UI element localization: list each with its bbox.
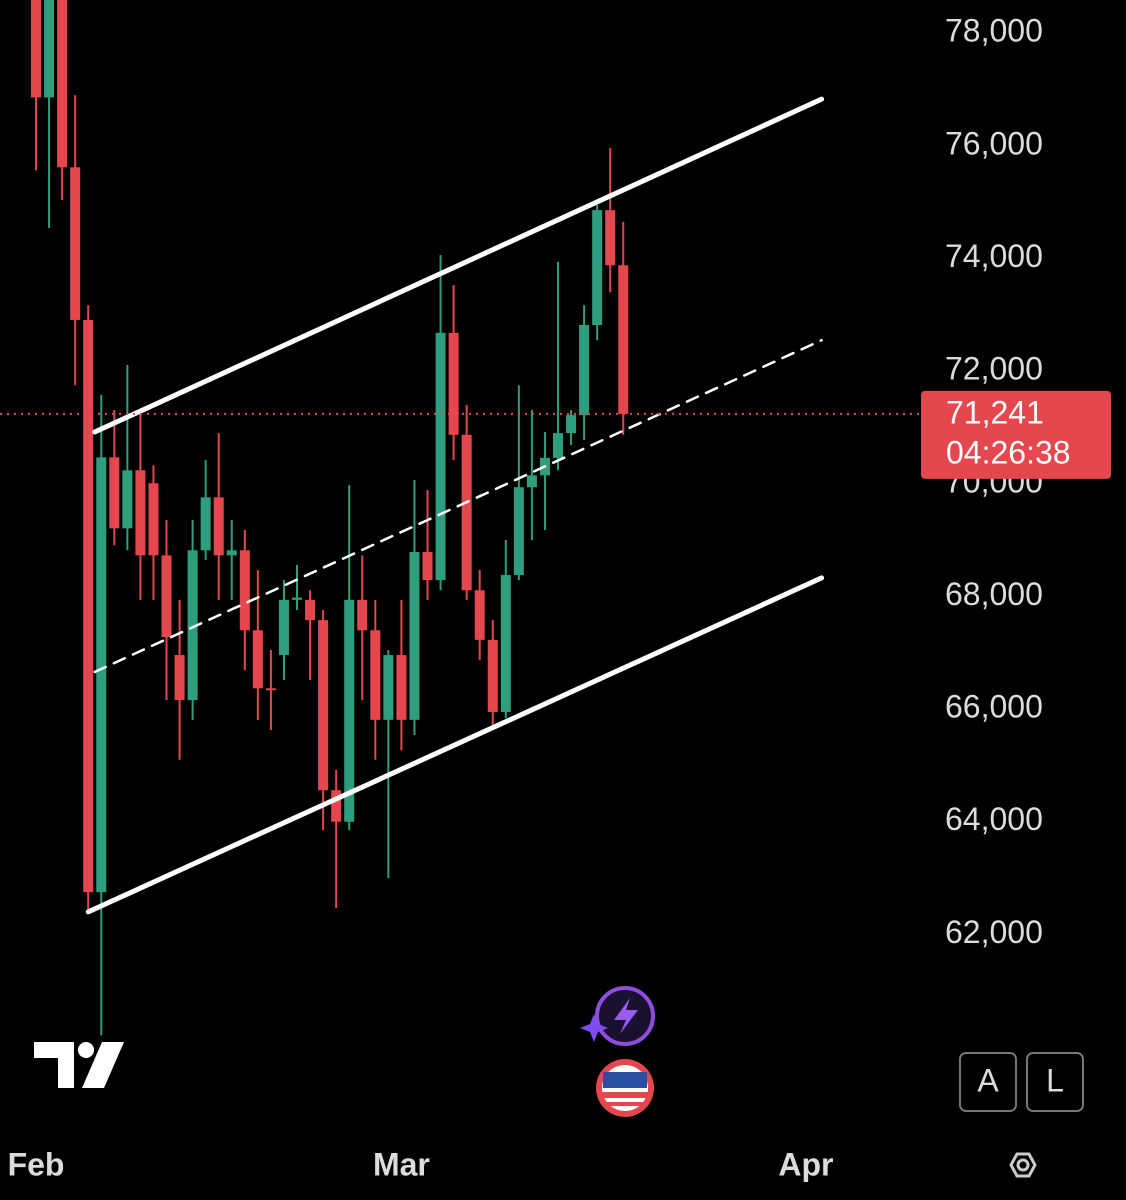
candle-body — [448, 332, 459, 435]
axes: 62,00064,00066,00068,00070,00072,00074,0… — [8, 13, 1111, 1182]
trend-line — [93, 338, 823, 674]
y-tick-label: 66,000 — [945, 689, 1043, 725]
candle-body — [396, 655, 407, 720]
candle-body — [370, 630, 381, 720]
candle-body — [239, 550, 250, 631]
log-button[interactable]: L — [1026, 1052, 1084, 1112]
y-tick-label: 68,000 — [945, 576, 1043, 612]
candle-body — [292, 597, 303, 600]
candle-body — [357, 599, 368, 631]
candle-body — [500, 575, 511, 712]
candle-body — [135, 470, 146, 556]
plot-area — [0, 0, 920, 1036]
y-tick-label: 62,000 — [945, 914, 1043, 950]
candle-body — [474, 590, 485, 640]
button-label: A — [977, 1062, 999, 1098]
candle-body — [331, 790, 342, 822]
candle-body — [109, 457, 120, 529]
y-tick-label: 74,000 — [945, 238, 1043, 274]
x-tick-label: Apr — [778, 1146, 833, 1182]
candle-body — [70, 167, 81, 320]
candle-body — [566, 415, 577, 434]
y-tick-label: 78,000 — [945, 13, 1043, 49]
candle-body — [96, 457, 107, 893]
candle-body — [57, 0, 68, 168]
candle-body — [174, 655, 185, 701]
candle-body — [579, 324, 590, 416]
candle-body — [422, 551, 433, 581]
candle-body — [83, 319, 94, 893]
candle-body — [383, 655, 394, 720]
x-tick-label: Mar — [373, 1146, 430, 1182]
candle-body — [213, 497, 224, 556]
candle-body — [187, 550, 198, 701]
candle-body — [278, 599, 289, 656]
candle-body — [148, 483, 159, 556]
candle-body — [487, 639, 498, 712]
button-label: L — [1046, 1062, 1064, 1098]
trend-line — [92, 96, 825, 435]
candle-body — [592, 210, 603, 325]
candle-body — [44, 0, 55, 98]
flash-icon[interactable] — [580, 986, 655, 1046]
candle-body — [435, 332, 446, 581]
candle-body — [122, 470, 133, 529]
y-tick-label: 64,000 — [945, 801, 1043, 837]
candle-body — [513, 487, 524, 576]
trend-line — [85, 575, 825, 915]
candle-body — [200, 497, 211, 551]
countdown: 04:26:38 — [946, 434, 1071, 470]
logo — [34, 1042, 124, 1088]
candle-body — [526, 475, 537, 488]
flag-icon[interactable] — [596, 1059, 654, 1117]
candle-body — [553, 433, 564, 458]
candle-body — [305, 599, 316, 621]
candle-body — [252, 630, 263, 689]
price-tag — [921, 390, 1111, 479]
candle-body — [161, 555, 172, 638]
candle-body — [226, 550, 237, 556]
price-label: 71,241 — [946, 394, 1044, 430]
candle-body — [409, 551, 420, 720]
candle-body — [31, 0, 42, 98]
y-tick-label: 72,000 — [945, 351, 1043, 387]
y-tick-label: 76,000 — [945, 125, 1043, 161]
settings-button[interactable] — [1009, 1152, 1037, 1178]
candle-body — [318, 620, 329, 791]
x-tick-label: Feb — [8, 1146, 65, 1182]
candle-body — [618, 265, 629, 414]
candle-body — [344, 599, 355, 822]
candle-body — [461, 434, 472, 591]
auto-button[interactable]: A — [959, 1052, 1017, 1112]
candle-body — [605, 210, 616, 266]
candle-body — [265, 688, 276, 691]
